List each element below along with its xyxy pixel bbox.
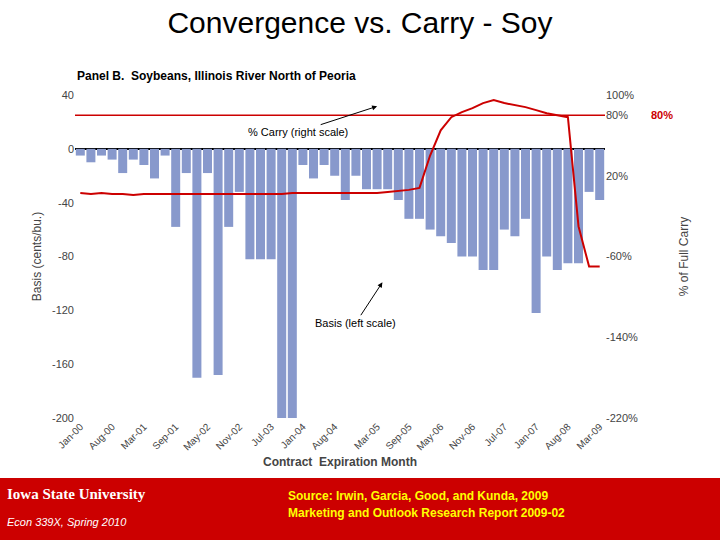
svg-text:40: 40 [62, 89, 74, 101]
svg-text:Nov-06: Nov-06 [447, 421, 478, 452]
svg-text:Basis (cents/bu.): Basis (cents/bu.) [30, 212, 44, 301]
svg-text:Nov-02: Nov-02 [214, 421, 245, 452]
svg-text:% Carry (right scale): % Carry (right scale) [248, 126, 348, 138]
svg-text:Mar-05: Mar-05 [352, 421, 382, 451]
svg-text:May-06: May-06 [414, 421, 446, 453]
svg-text:Aug-08: Aug-08 [542, 421, 573, 452]
svg-text:-160: -160 [52, 358, 74, 370]
svg-text:Jul-03: Jul-03 [249, 421, 276, 448]
svg-text:-140%: -140% [606, 331, 638, 343]
svg-text:Jan-04: Jan-04 [278, 421, 308, 451]
svg-text:0: 0 [68, 143, 74, 155]
svg-text:-40: -40 [58, 197, 74, 209]
svg-text:Panel B. Soybeans, Illinois R: Panel B. Soybeans, Illinois River North … [77, 69, 356, 83]
svg-text:-60%: -60% [606, 250, 632, 262]
svg-text:100%: 100% [606, 89, 634, 101]
svg-text:Jan-07: Jan-07 [512, 421, 542, 451]
svg-text:Sep-01: Sep-01 [150, 421, 181, 452]
svg-text:80%: 80% [651, 109, 673, 121]
svg-text:Jul-07: Jul-07 [482, 421, 509, 448]
svg-text:80%: 80% [606, 109, 628, 121]
svg-text:Mar-01: Mar-01 [119, 421, 149, 451]
svg-text:Basis (left scale): Basis (left scale) [315, 317, 396, 329]
svg-text:May-02: May-02 [181, 421, 213, 453]
svg-text:Contract Expiration Month: Contract Expiration Month [263, 455, 417, 469]
svg-text:Convergence vs. Carry - Soy: Convergence vs. Carry - Soy [167, 6, 552, 39]
svg-text:Jan-00: Jan-00 [56, 421, 86, 451]
svg-text:Aug-00: Aug-00 [86, 421, 117, 452]
svg-text:-220%: -220% [606, 412, 638, 424]
html-text:Source: Irwin, Garcia, Good, a: Source: Irwin, Garcia, Good, and Kunda, … [288, 489, 565, 520]
svg-text:Sep-05: Sep-05 [383, 421, 414, 452]
html-text:Econ 339X, Spring 2010: Econ 339X, Spring 2010 [7, 516, 127, 528]
svg-text:% of Full Carry: % of Full Carry [677, 217, 691, 296]
svg-text:Aug-04: Aug-04 [309, 421, 340, 452]
svg-text:-120: -120 [52, 304, 74, 316]
svg-text:-80: -80 [58, 250, 74, 262]
svg-text:20%: 20% [606, 170, 628, 182]
svg-text:Mar-09: Mar-09 [574, 421, 604, 451]
svg-text:-200: -200 [52, 412, 74, 424]
html-text:Iowa State University: Iowa State University [7, 486, 146, 502]
